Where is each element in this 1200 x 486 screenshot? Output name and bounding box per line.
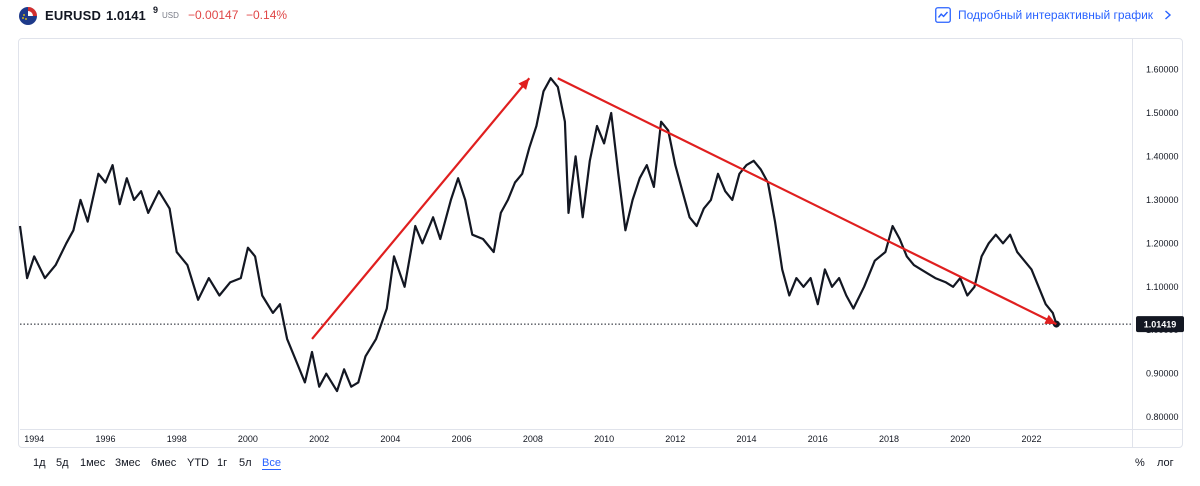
symbol-name: EURUSD [45, 8, 102, 23]
y-tick-label: 1.20000 [1146, 238, 1179, 248]
last-price-label-box [1136, 316, 1184, 333]
y-tick-label: 1.40000 [1146, 151, 1179, 161]
range-1m-button[interactable]: 1мес [80, 457, 106, 469]
x-tick-label: 2018 [879, 434, 899, 444]
line-chart-icon [935, 7, 951, 23]
x-tick-label: 1998 [167, 434, 187, 444]
range-all-button[interactable]: Все [262, 457, 281, 470]
range-1d-button[interactable]: 1д [33, 457, 46, 469]
x-tick-label: 2016 [808, 434, 828, 444]
x-tick-label: 2002 [309, 434, 329, 444]
range-ytd-button[interactable]: YTD [187, 457, 209, 469]
last-price-extra-digit: 9 [153, 5, 159, 15]
y-tick-label: 0.80000 [1146, 412, 1179, 422]
y-tick-label: 1.60000 [1146, 65, 1179, 75]
y-tick-label: 1.50000 [1146, 108, 1179, 118]
range-1y-button[interactable]: 1г [217, 457, 228, 469]
y-tick-label: 0.90000 [1146, 369, 1179, 379]
last-price-label: 1.01419 [1144, 320, 1177, 330]
range-3m-button[interactable]: 3мес [115, 457, 141, 469]
x-tick-label: 2012 [665, 434, 685, 444]
price-change-percent: −0.14% [246, 8, 288, 22]
x-tick-label: 2004 [380, 434, 400, 444]
range-6m-button[interactable]: 6мес [151, 457, 177, 469]
currency-label: USD [162, 11, 179, 20]
chart-frame [18, 38, 1183, 448]
chevron-right-icon [1165, 10, 1172, 20]
uptrend-arrow-head [518, 78, 530, 90]
price-series-line [18, 77, 1058, 393]
x-tick-label: 2010 [594, 434, 614, 444]
y-tick-label: 1.30000 [1146, 195, 1179, 205]
downtrend-arrow-head [1044, 314, 1057, 325]
last-price: 1.0141 [106, 8, 146, 23]
range-5d-button[interactable]: 5д [56, 457, 69, 469]
top-bar: EURUSD 1.0141 9 USD −0.00147 −0.14% Подр… [0, 0, 1200, 36]
interactive-chart-link[interactable]: Подробный интерактивный график [935, 4, 1172, 26]
log-scale-button[interactable]: лог [1157, 457, 1174, 469]
x-tick-label: 2006 [452, 434, 472, 444]
x-tick-label: 2000 [238, 434, 258, 444]
x-tick-label: 2022 [1021, 434, 1041, 444]
downtrend-arrow-line [557, 77, 1057, 326]
range-selector: 1д 5д 1мес 3мес 6мес YTD 1г 5л Все % лог [0, 454, 1200, 478]
percent-scale-button[interactable]: % [1135, 457, 1145, 469]
x-tick-label: 2020 [950, 434, 970, 444]
x-tick-label: 1994 [24, 434, 44, 444]
uptrend-arrow-line [311, 77, 531, 340]
x-tick-label: 2008 [523, 434, 543, 444]
range-5y-button[interactable]: 5л [239, 457, 252, 469]
price-change: −0.00147 [188, 8, 239, 22]
interactive-chart-link-label: Подробный интерактивный график [958, 8, 1154, 22]
x-tick-label: 2014 [737, 434, 757, 444]
y-tick-label: 1.10000 [1146, 282, 1179, 292]
x-tick-label: 1996 [95, 434, 115, 444]
flag-eu-us-icon [19, 7, 37, 25]
